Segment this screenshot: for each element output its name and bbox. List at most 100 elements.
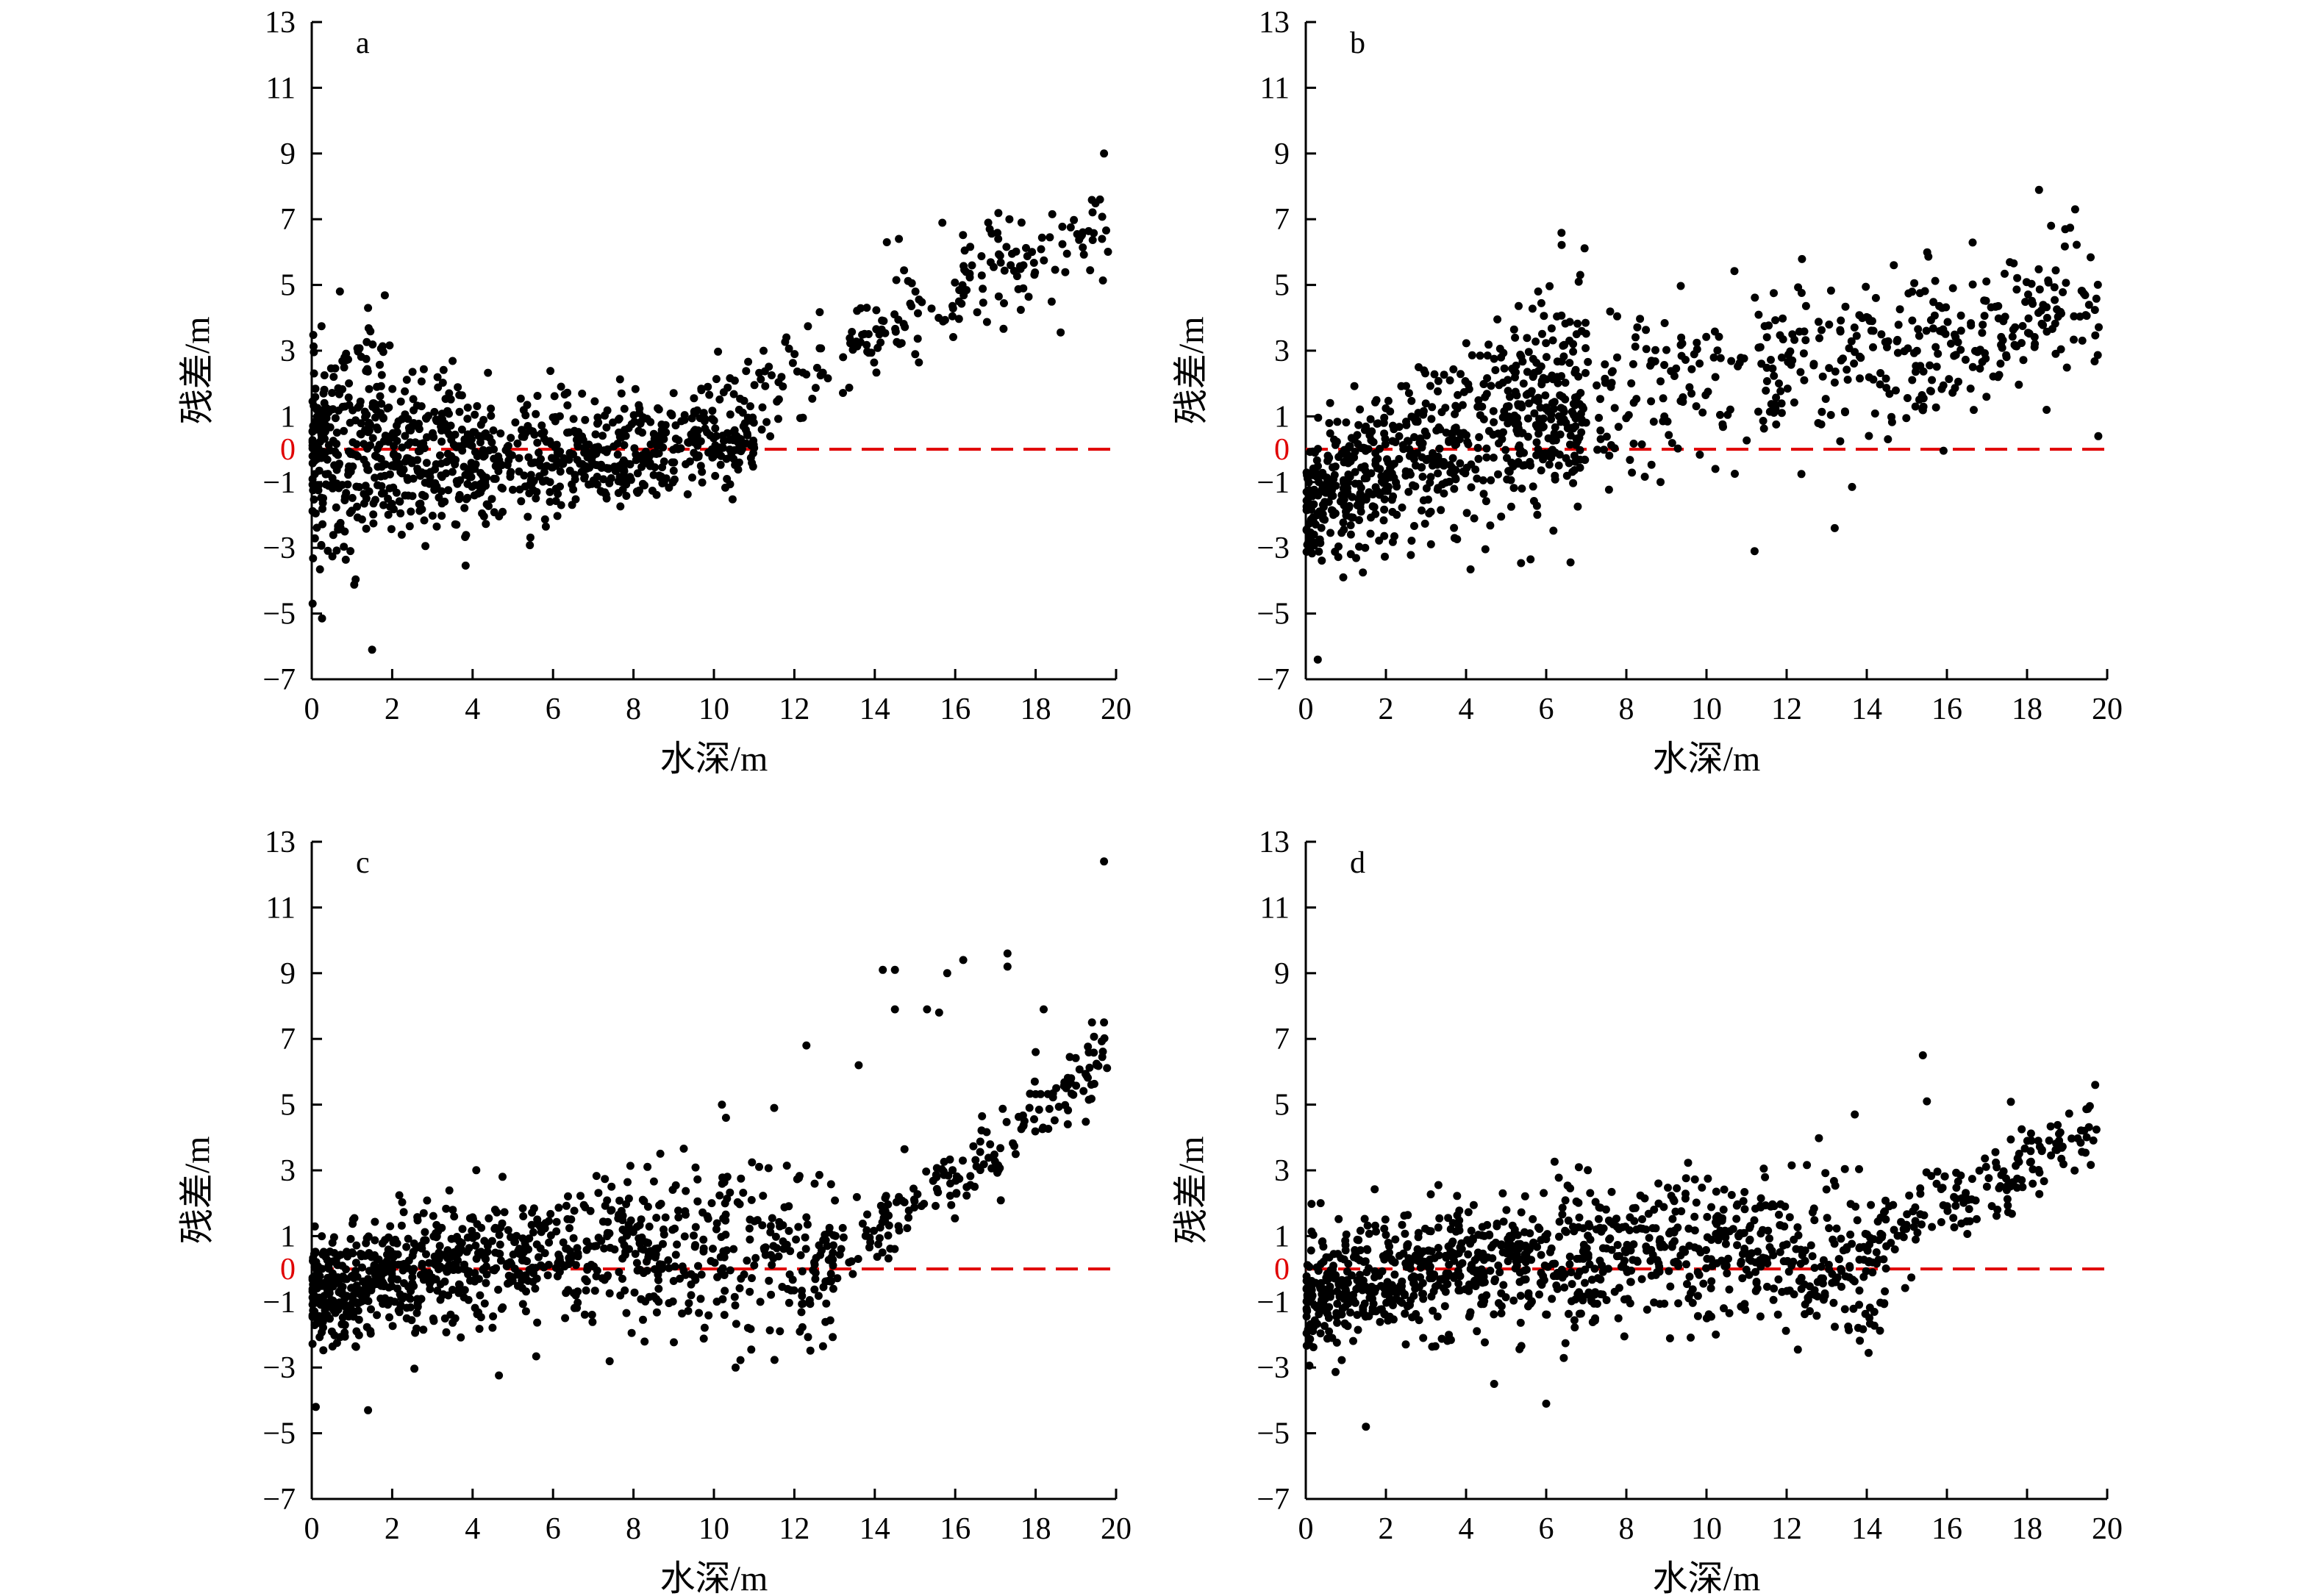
data-point: [1463, 437, 1472, 446]
data-point: [1971, 1196, 1980, 1205]
data-point: [1366, 529, 1375, 538]
data-point: [594, 1189, 603, 1198]
data-point: [1504, 387, 1512, 396]
data-point: [1086, 266, 1095, 275]
data-point: [996, 1144, 1005, 1153]
data-point: [626, 1216, 635, 1225]
data-point: [1743, 436, 1751, 445]
data-point: [1956, 311, 1965, 320]
data-point: [412, 1243, 421, 1252]
data-point: [2051, 296, 2059, 304]
x-tick-label: 2: [1379, 693, 1394, 726]
data-point: [1424, 1263, 1433, 1272]
data-point: [1671, 1207, 1680, 1216]
data-point: [1515, 301, 1523, 310]
data-point: [457, 391, 466, 400]
data-point: [1382, 1231, 1390, 1239]
data-point: [1534, 429, 1543, 438]
data-point: [1782, 1240, 1791, 1249]
data-point: [496, 1250, 504, 1259]
data-point: [1823, 1214, 1831, 1223]
data-point: [587, 1261, 596, 1269]
data-point: [431, 465, 440, 473]
data-point: [1516, 351, 1525, 359]
data-point: [732, 1320, 740, 1328]
data-point: [1612, 1214, 1620, 1223]
data-point: [1745, 1270, 1754, 1279]
data-point: [318, 1232, 326, 1241]
data-point: [1532, 438, 1541, 447]
data-point: [1704, 1174, 1712, 1183]
data-point: [1540, 312, 1548, 321]
data-point: [392, 488, 401, 497]
data-point: [1831, 367, 1840, 376]
data-point: [1649, 418, 1658, 426]
data-point: [309, 1297, 318, 1306]
data-point: [1331, 440, 1340, 449]
y-tick-label: 13: [265, 826, 296, 859]
y-tick-label: 5: [1274, 269, 1290, 303]
data-point: [1781, 1202, 1790, 1211]
data-point: [1642, 345, 1651, 354]
data-point: [1384, 396, 1393, 405]
data-point: [454, 1265, 462, 1274]
data-point: [1695, 1270, 1704, 1279]
data-point: [683, 490, 692, 498]
data-point: [1726, 1227, 1734, 1236]
data-point: [565, 1253, 573, 1262]
data-point: [1373, 419, 1382, 428]
data-point: [1859, 1325, 1868, 1334]
data-point: [862, 304, 871, 312]
data-point: [1410, 522, 1418, 530]
data-point: [1999, 317, 2008, 326]
data-point: [761, 382, 770, 390]
data-point: [1050, 1116, 1059, 1125]
data-point: [1751, 1204, 1759, 1213]
data-point: [1547, 415, 1556, 423]
data-point: [1922, 326, 1931, 335]
data-point: [681, 1207, 690, 1216]
data-point: [1440, 489, 1448, 498]
data-point: [1373, 464, 1382, 473]
data-point: [550, 392, 559, 401]
data-point: [435, 1242, 444, 1250]
data-point: [804, 1333, 812, 1342]
data-point: [1693, 1311, 1702, 1320]
data-point: [562, 1201, 571, 1210]
data-point: [1929, 298, 1938, 307]
data-point: [1306, 448, 1315, 457]
data-point: [2013, 273, 2022, 282]
data-point: [1769, 1295, 1778, 1304]
data-point: [1909, 348, 1918, 357]
data-point: [1032, 1048, 1040, 1056]
data-point: [757, 375, 765, 384]
x-axis-title: 水深/m: [1653, 1559, 1761, 1596]
data-point: [1916, 1210, 1925, 1219]
data-point: [955, 1175, 964, 1183]
data-point: [1690, 1175, 1699, 1184]
data-point: [1066, 223, 1075, 232]
data-point: [1512, 391, 1521, 400]
data-point: [801, 1245, 810, 1253]
x-tick-label: 18: [2012, 1512, 2042, 1546]
panel-a: 0 2 4 6 8 10 12 14 16 18 20−7−5−3−11357911130水深/m残…: [178, 6, 1132, 779]
data-point: [1846, 1200, 1855, 1209]
data-point: [1523, 414, 1532, 423]
data-point: [1400, 1212, 1409, 1220]
data-point: [1712, 1330, 1720, 1339]
data-point: [1025, 1103, 1034, 1112]
data-point: [476, 488, 485, 497]
data-point: [1354, 421, 1363, 429]
data-point: [591, 430, 600, 439]
data-point: [809, 1266, 818, 1275]
data-point: [2065, 1109, 2073, 1118]
data-point: [1475, 433, 1484, 442]
data-point: [1572, 1197, 1581, 1206]
data-point: [2026, 1129, 2035, 1138]
data-point: [1966, 384, 1975, 393]
data-point: [365, 384, 374, 393]
data-point: [729, 1245, 738, 1253]
data-point: [529, 1228, 537, 1237]
data-point: [541, 522, 550, 531]
data-point: [580, 1310, 589, 1319]
